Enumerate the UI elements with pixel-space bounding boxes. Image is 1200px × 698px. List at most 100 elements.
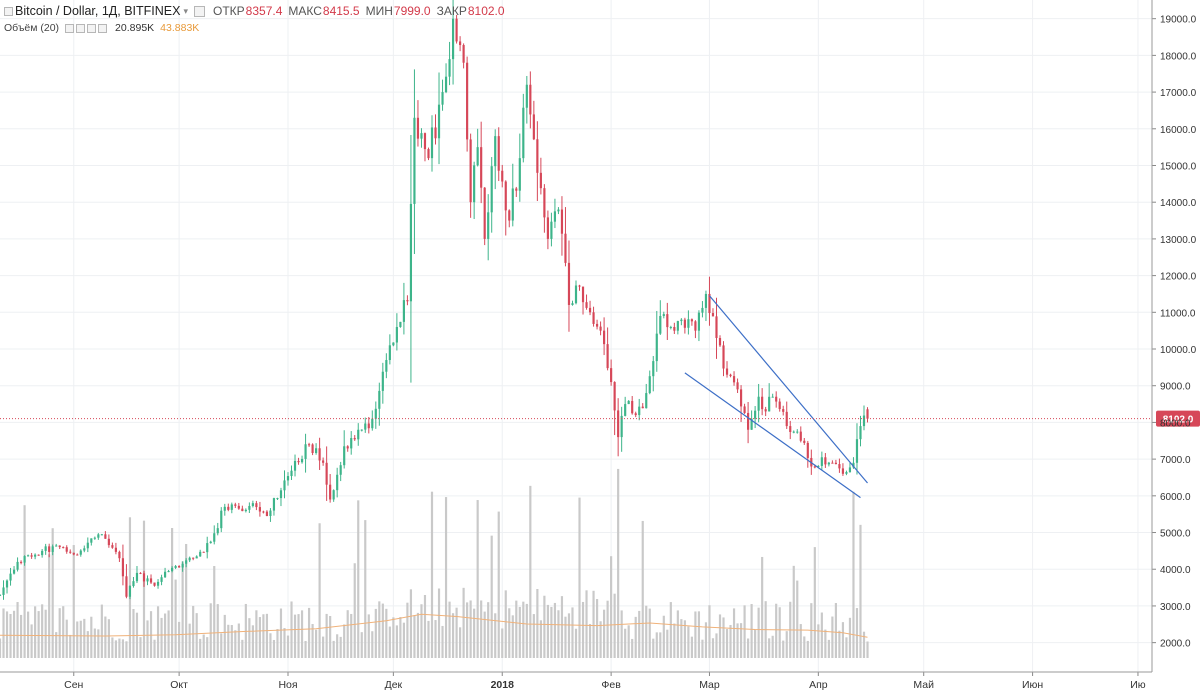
candle-body <box>480 147 483 188</box>
volume-bar <box>687 626 690 658</box>
candle-body <box>132 581 135 587</box>
volume-bar <box>381 603 384 658</box>
volume-bar <box>845 637 848 658</box>
candle-body <box>114 547 117 552</box>
volume-bar <box>69 634 72 658</box>
volume-bar <box>325 613 328 658</box>
volume-bar <box>799 624 802 658</box>
candle-body <box>736 382 739 390</box>
candle-body <box>86 542 89 549</box>
candle-body <box>592 312 595 324</box>
x-tick-label: 2018 <box>491 679 515 691</box>
candle-body <box>701 307 704 313</box>
candle-body <box>262 511 265 513</box>
candle-body <box>645 393 648 409</box>
volume-bar <box>230 625 233 658</box>
candle-body <box>388 345 391 361</box>
candles <box>0 0 869 600</box>
volume-add-icon[interactable] <box>87 23 97 33</box>
volume-bar <box>820 612 823 658</box>
candle-body <box>318 448 321 461</box>
candle-body <box>23 556 26 563</box>
candle-body <box>588 307 592 313</box>
volume-bar <box>248 618 251 658</box>
volume-bar <box>567 613 571 658</box>
volume-bar <box>648 608 651 658</box>
volume-bar <box>174 579 177 658</box>
volume-bar <box>711 638 715 658</box>
volume-bar <box>318 523 321 658</box>
candle-body <box>107 538 110 546</box>
volume-bar <box>806 640 809 658</box>
candle-body <box>34 554 37 557</box>
symbol-title[interactable]: Bitcoin / Dollar, 1Д, BITFINEX <box>15 4 181 18</box>
candle-body <box>279 490 283 499</box>
volume-bar <box>118 638 121 658</box>
candle-body <box>659 315 662 334</box>
volume-bar <box>848 617 852 658</box>
volume-bar <box>353 563 356 658</box>
volume-close-icon[interactable] <box>98 23 108 33</box>
volume-bar <box>662 615 665 658</box>
volume-bar <box>315 629 318 658</box>
candle-body <box>574 285 578 304</box>
candle-body <box>276 498 279 500</box>
volume-bar <box>322 636 325 658</box>
volume-bar <box>188 623 191 658</box>
candle-body <box>529 84 532 115</box>
candle-body <box>603 330 606 345</box>
volume-bar <box>121 639 125 658</box>
volume-bar <box>437 588 441 658</box>
candle-body <box>676 321 679 331</box>
candle-body <box>339 465 342 475</box>
candle-body <box>409 203 413 302</box>
y-tick-label: 19000.0 <box>1160 15 1197 26</box>
candle-body <box>855 439 859 463</box>
candle-body <box>286 476 290 481</box>
candle-body <box>515 188 518 191</box>
volume-bar <box>262 614 265 658</box>
volume-bar <box>690 636 693 658</box>
collapse-toggle-icon[interactable] <box>4 6 13 16</box>
volume-label[interactable]: Объём (20) <box>4 22 60 34</box>
volume-bar <box>852 491 855 658</box>
volume-bar <box>346 610 349 658</box>
symbol-menu-caret-icon[interactable]: ▾ <box>183 5 188 16</box>
candle-body <box>441 92 444 105</box>
candle-body <box>834 462 837 465</box>
volume-bar <box>469 600 472 658</box>
candle-body <box>690 319 693 322</box>
settings-control-icon[interactable] <box>194 5 205 17</box>
volume-bar <box>729 624 732 658</box>
volume-bar <box>603 609 606 658</box>
volume-settings-icon[interactable] <box>76 23 86 33</box>
volume-bar <box>673 623 676 658</box>
volume-eye-icon[interactable] <box>65 23 75 33</box>
volume-bar <box>483 611 486 658</box>
volume-ma-line <box>0 613 868 638</box>
volume-bar <box>255 610 258 658</box>
trendlines <box>684 295 868 499</box>
candle-body <box>5 580 9 588</box>
volume-bar <box>631 638 634 658</box>
volume-bar <box>550 606 553 658</box>
candle-body <box>51 546 54 552</box>
candle-body <box>209 541 212 544</box>
volume-bar <box>402 622 405 658</box>
candle-body <box>416 117 420 139</box>
volume-bar <box>79 620 82 658</box>
candle-body <box>343 446 346 466</box>
candle-body <box>831 462 834 464</box>
volume-bar <box>202 634 205 658</box>
candle-body <box>473 165 476 203</box>
candle-body <box>764 409 767 412</box>
volume-bar <box>697 611 701 658</box>
candle-body <box>307 444 311 446</box>
volume-bar <box>149 611 153 658</box>
candle-body <box>494 136 497 167</box>
candle-body <box>332 490 335 500</box>
candle-body <box>448 59 451 77</box>
volume-bar <box>838 630 841 658</box>
